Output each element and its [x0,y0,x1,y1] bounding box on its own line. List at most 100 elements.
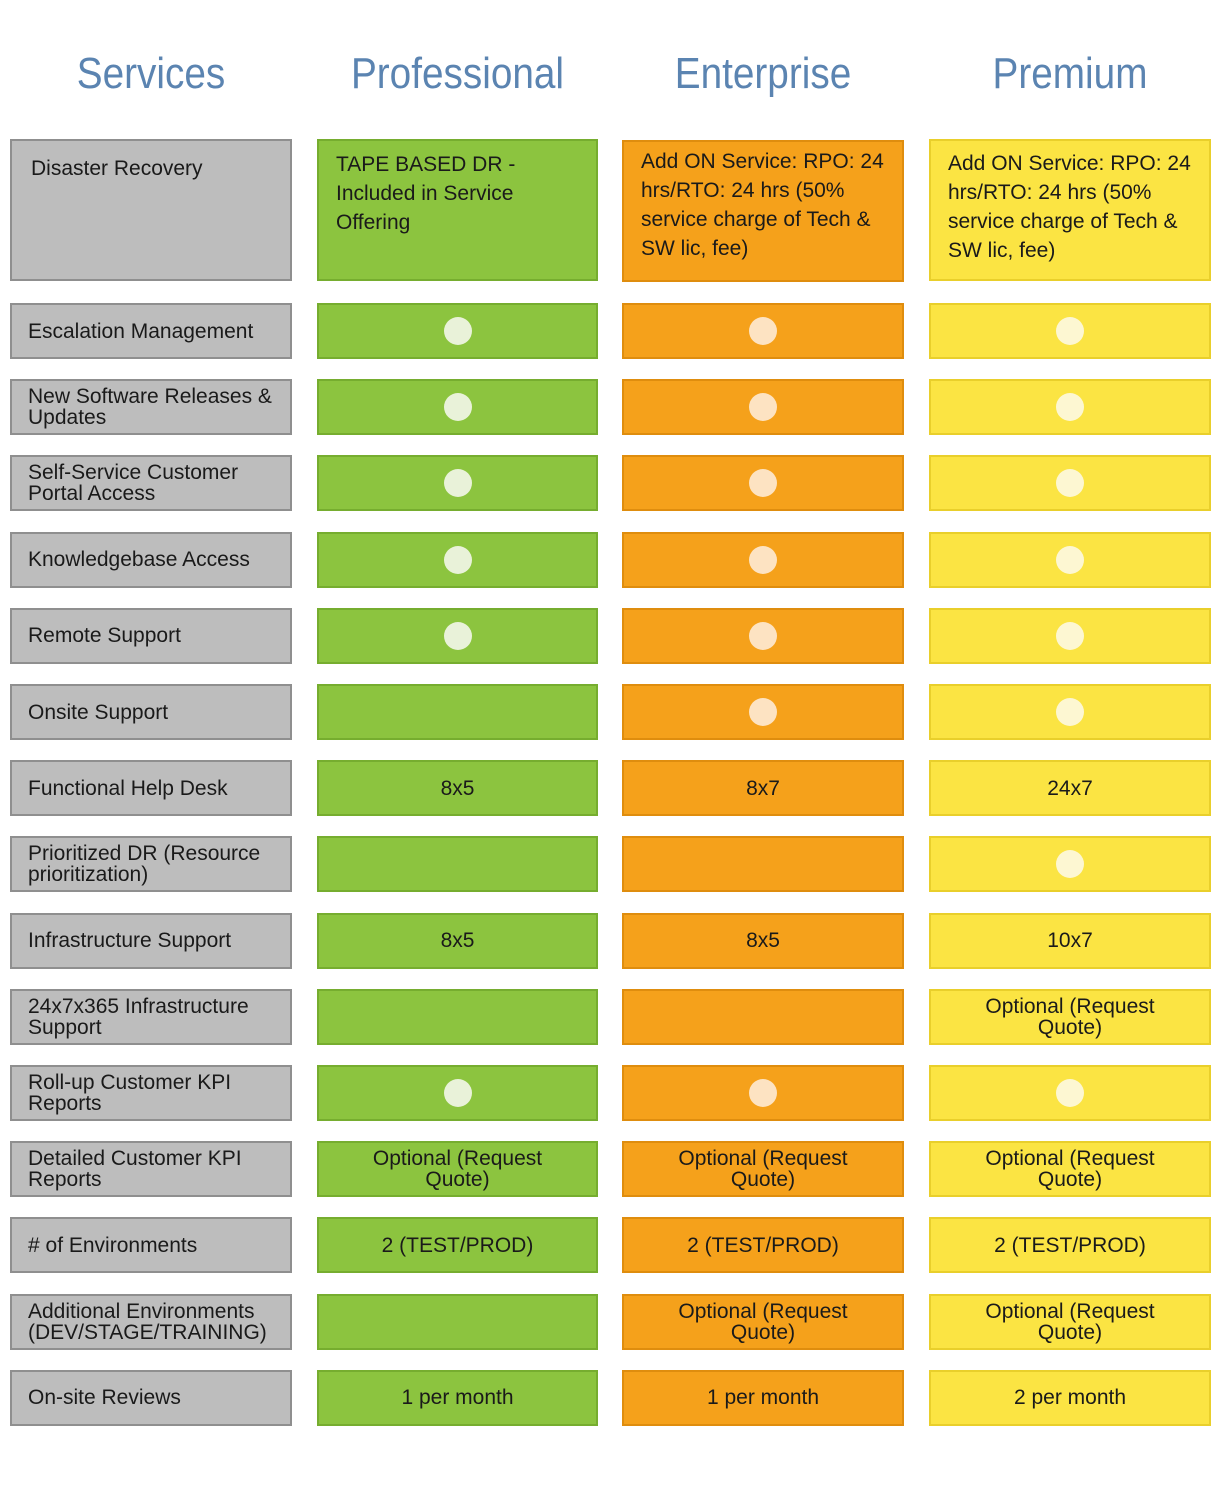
included-dot-icon [443,469,472,498]
enterprise-cell [622,531,904,588]
enterprise-cell [622,836,904,893]
header-professional: Professional [350,49,565,98]
included-dot-icon [1056,545,1084,574]
premium-cell-disaster-recovery: Add ON Service: RPO: 24 hrs/RTO: 24 hrs … [929,139,1211,281]
service-cell-disaster-recovery: Disaster Recovery [10,139,292,281]
service-cell: 24x7x365 Infrastructure Support [10,988,292,1045]
professional-cell [317,455,598,512]
header-services: Services [76,49,226,98]
premium-cell [929,836,1211,893]
professional-cell [317,379,598,436]
enterprise-cell-disaster-recovery: Add ON Service: RPO: 24 hrs/RTO: 24 hrs … [622,140,904,282]
service-cell: Prioritized DR (Resource prioritization) [10,836,292,893]
included-dot-icon [443,545,472,574]
professional-cell [317,531,598,588]
enterprise-cell [622,684,904,740]
enterprise-cell [622,1065,904,1121]
professional-value: 8x5 [440,929,475,953]
service-label: Roll-up Customer KPI Reports [28,1071,232,1115]
professional-cell [317,684,598,740]
enterprise-value: 1 per month [706,1386,820,1410]
included-dot-icon [749,545,777,574]
professional-cell: 2 (TEST/PROD) [317,1217,598,1274]
enterprise-cell: Optional (Request Quote) [622,1141,904,1198]
service-label: 24x7x365 Infrastructure Support [28,994,249,1039]
professional-cell: 1 per month [317,1369,598,1426]
premium-value: 2 (TEST/PROD) [994,1233,1146,1257]
service-cell: Escalation Management [10,303,292,359]
included-dot-icon [749,469,777,498]
header-premium: Premium [992,49,1148,98]
service-cell: Knowledgebase Access [10,531,292,588]
premium-cell [929,531,1211,588]
included-dot-icon [1056,469,1084,498]
enterprise-cell [622,303,904,359]
enterprise-cell [622,455,904,512]
service-label: Functional Help Desk [28,776,228,800]
service-cell: Detailed Customer KPI Reports [10,1141,292,1198]
enterprise-cell [622,988,904,1045]
professional-value: Optional (Request Quote) [372,1147,543,1192]
service-label: Escalation Management [28,319,254,343]
enterprise-cell: 8x7 [622,760,904,817]
enterprise-cell: 8x5 [622,912,904,969]
enterprise-value: 8x5 [746,929,780,953]
enterprise-value: 8x7 [746,776,780,800]
professional-cell [317,607,598,664]
premium-cell [929,379,1211,436]
included-dot-icon [1056,850,1084,879]
premium-cell [929,455,1211,512]
premium-cell [929,684,1211,740]
premium-value: Optional (Request Quote) [985,994,1155,1039]
professional-cell [317,1065,598,1121]
service-label: New Software Releases & Updates [28,385,272,430]
service-cell: Self-Service Customer Portal Access [10,455,292,512]
service-cell: New Software Releases & Updates [10,379,292,436]
service-label: Remote Support [28,624,181,648]
professional-value: 1 per month [401,1386,514,1410]
premium-cell: 10x7 [929,912,1211,969]
included-dot-icon [1056,698,1084,726]
premium-cell: Optional (Request Quote) [929,988,1211,1045]
service-cell: Additional Environments (DEV/STAGE/TRAIN… [10,1293,292,1350]
professional-cell [317,836,598,893]
included-dot-icon [443,1079,472,1107]
professional-value: 8x5 [440,776,475,800]
premium-cell [929,1065,1211,1121]
included-dot-icon [749,1079,777,1107]
service-cell: Remote Support [10,607,292,664]
premium-cell: Optional (Request Quote) [929,1293,1211,1350]
professional-cell [317,988,598,1045]
professional-cell: Optional (Request Quote) [317,1141,598,1198]
service-label: Knowledgebase Access [28,548,250,572]
service-cell: Onsite Support [10,684,292,740]
premium-cell: 24x7 [929,760,1211,817]
professional-cell-disaster-recovery: TAPE BASED DR - Included in Service Offe… [317,139,598,281]
professional-value: 2 (TEST/PROD) [381,1233,534,1257]
premium-cell [929,303,1211,359]
professional-cell [317,303,598,359]
premium-value: 24x7 [1047,776,1093,800]
service-label: Additional Environments (DEV/STAGE/TRAIN… [28,1299,267,1344]
enterprise-value: Optional (Request Quote) [678,1147,848,1192]
included-dot-icon [749,621,777,650]
premium-cell: 2 per month [929,1369,1211,1426]
enterprise-value: Optional (Request Quote) [678,1299,848,1344]
service-label: Prioritized DR (Resource prioritization) [28,842,261,887]
service-label: On-site Reviews [28,1386,181,1410]
included-dot-icon [749,317,777,345]
included-dot-icon [443,317,472,345]
premium-cell [929,607,1211,664]
enterprise-value: Add ON Service: RPO: 24 hrs/RTO: 24 hrs … [641,150,884,260]
enterprise-cell [622,379,904,436]
included-dot-icon [749,698,777,726]
service-label: # of Environments [28,1233,198,1257]
professional-cell: 8x5 [317,760,598,817]
included-dot-icon [1056,621,1084,650]
service-label: Detailed Customer KPI Reports [28,1147,242,1192]
enterprise-cell [622,607,904,664]
professional-cell [317,1293,598,1350]
included-dot-icon [1056,1079,1084,1107]
premium-value: Optional (Request Quote) [985,1299,1155,1344]
professional-value: TAPE BASED DR - Included in Service Offe… [336,153,516,234]
